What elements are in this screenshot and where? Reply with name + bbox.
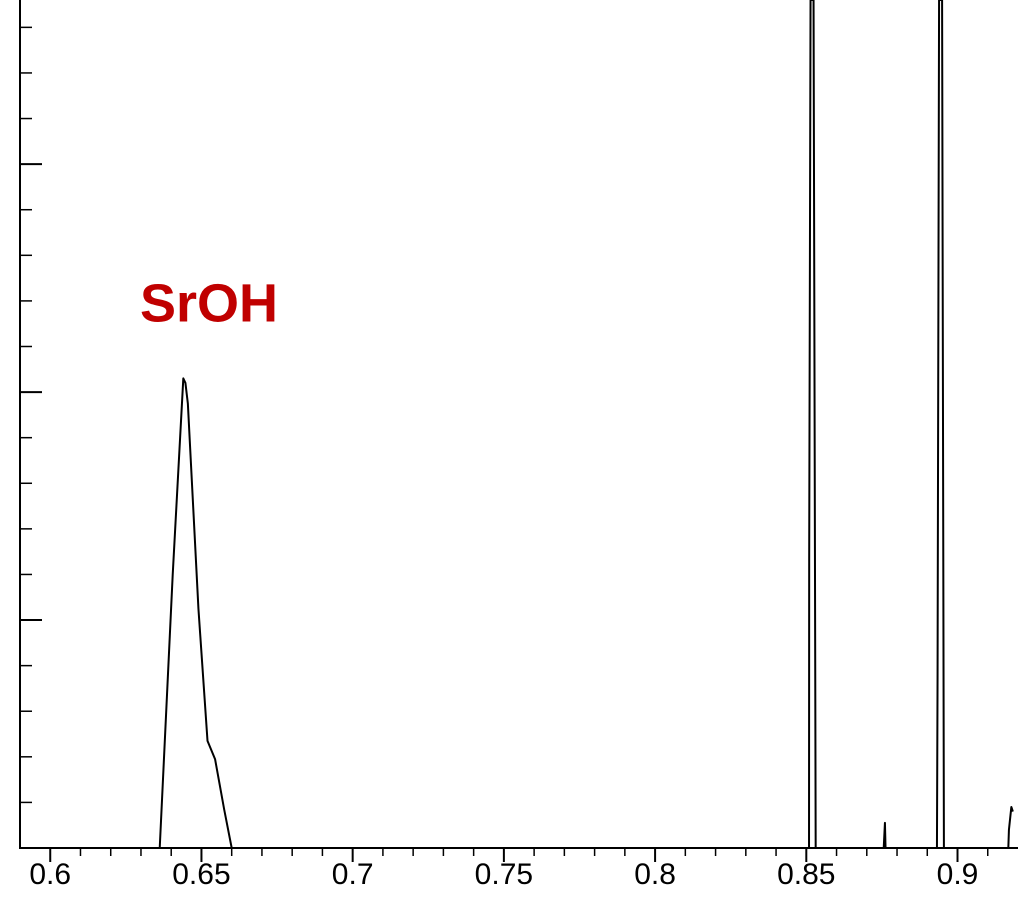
x-tick-label: 0.7 xyxy=(332,858,374,891)
x-tick-label: 0.9 xyxy=(937,858,979,891)
x-tick-label: 0.85 xyxy=(777,858,835,891)
x-tick-label: 0.75 xyxy=(475,858,533,891)
x-tick-label: 0.65 xyxy=(172,858,230,891)
spectrum-line xyxy=(20,0,1014,849)
annotation: SrOH xyxy=(140,273,278,333)
x-tick-label: 0.6 xyxy=(29,858,71,891)
x-tick-label: 0.8 xyxy=(634,858,676,891)
